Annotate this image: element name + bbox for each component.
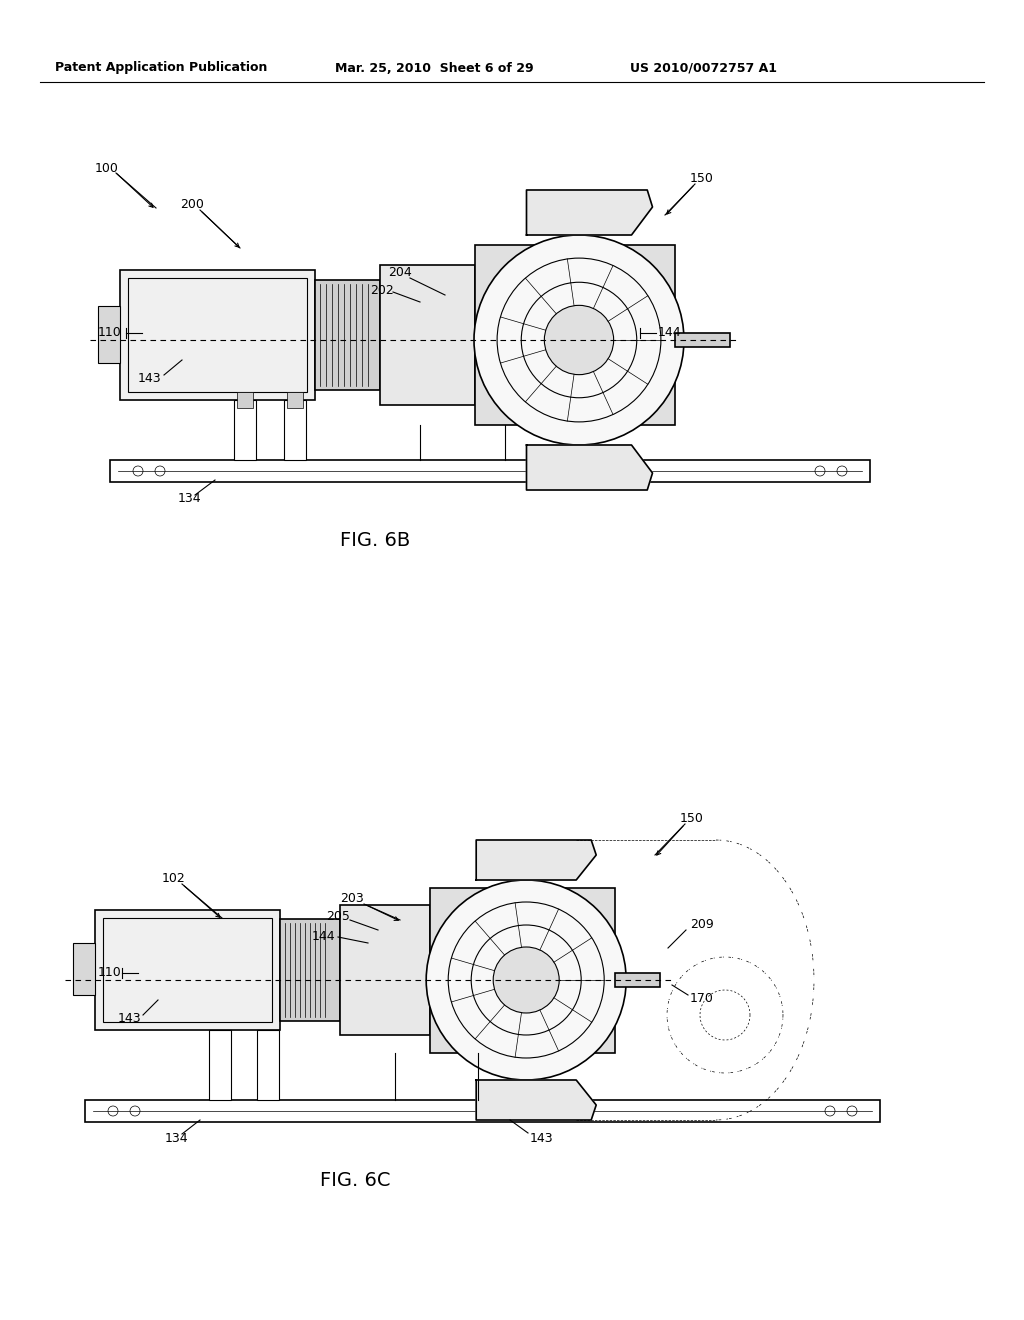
Text: 170: 170 <box>690 991 714 1005</box>
Bar <box>284 400 306 459</box>
Text: FIG. 6B: FIG. 6B <box>340 531 411 549</box>
Bar <box>340 906 430 1035</box>
Bar <box>128 279 307 392</box>
Text: Mar. 25, 2010  Sheet 6 of 29: Mar. 25, 2010 Sheet 6 of 29 <box>335 62 534 74</box>
Text: 144: 144 <box>658 326 682 339</box>
Text: 143: 143 <box>138 371 162 384</box>
Text: 110: 110 <box>98 966 122 979</box>
Bar <box>98 306 120 363</box>
Polygon shape <box>476 1080 596 1119</box>
Polygon shape <box>526 445 652 490</box>
Bar <box>209 1030 231 1100</box>
Text: 134: 134 <box>178 491 202 504</box>
Text: 110: 110 <box>98 326 122 339</box>
Bar <box>257 1030 279 1100</box>
Text: 143: 143 <box>530 1131 554 1144</box>
Text: 205: 205 <box>326 911 350 924</box>
Text: 134: 134 <box>165 1131 188 1144</box>
Circle shape <box>494 946 559 1012</box>
Bar <box>430 888 615 1053</box>
Bar <box>675 333 730 347</box>
Text: 202: 202 <box>370 284 394 297</box>
Bar <box>315 280 380 389</box>
Text: 144: 144 <box>312 931 336 944</box>
Text: 150: 150 <box>680 812 703 825</box>
Bar <box>237 392 253 408</box>
Bar <box>280 919 340 1020</box>
Polygon shape <box>526 190 652 235</box>
Bar <box>110 459 870 482</box>
Text: 209: 209 <box>690 919 714 932</box>
Text: 200: 200 <box>180 198 204 211</box>
Text: 102: 102 <box>162 871 185 884</box>
Circle shape <box>474 235 684 445</box>
Bar <box>475 246 675 425</box>
Bar <box>95 909 280 1030</box>
Circle shape <box>545 305 613 375</box>
Bar <box>85 1100 880 1122</box>
Bar <box>234 400 256 459</box>
Text: US 2010/0072757 A1: US 2010/0072757 A1 <box>630 62 777 74</box>
Text: 204: 204 <box>388 265 412 279</box>
Polygon shape <box>476 840 596 880</box>
Circle shape <box>426 880 627 1080</box>
Text: 203: 203 <box>340 891 364 904</box>
Bar <box>103 917 272 1022</box>
Bar <box>615 973 660 987</box>
Text: 143: 143 <box>118 1011 141 1024</box>
Text: Patent Application Publication: Patent Application Publication <box>55 62 267 74</box>
Bar <box>380 265 475 405</box>
Bar <box>73 942 95 995</box>
Bar <box>287 392 303 408</box>
Bar <box>120 271 315 400</box>
Text: 150: 150 <box>690 172 714 185</box>
Text: 100: 100 <box>95 161 119 174</box>
Text: FIG. 6C: FIG. 6C <box>319 1171 390 1189</box>
